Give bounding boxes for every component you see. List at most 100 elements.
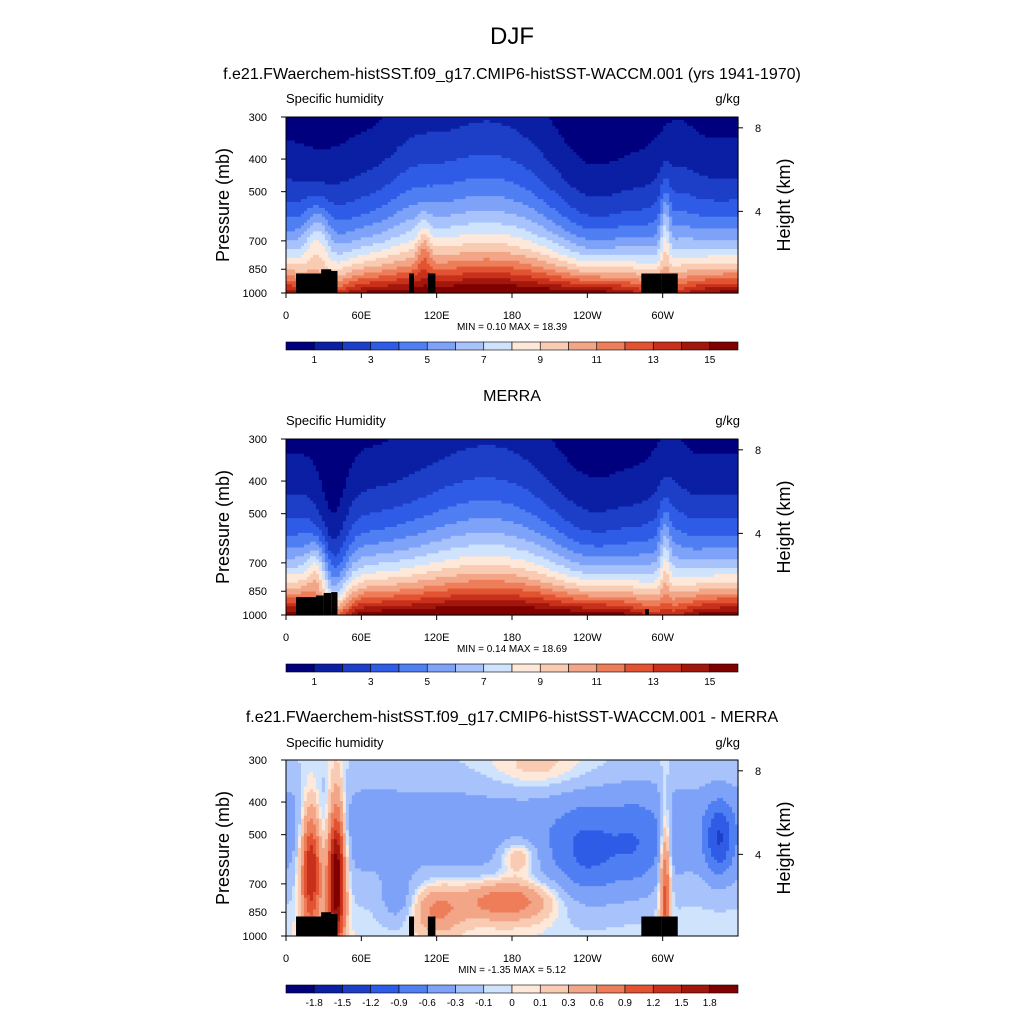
field-cell xyxy=(315,562,323,566)
field-cell xyxy=(318,553,326,557)
field-cell xyxy=(567,459,646,464)
field-cell xyxy=(684,119,739,124)
field-cell xyxy=(300,877,305,881)
field-cell xyxy=(303,912,311,917)
field-cell xyxy=(666,906,670,911)
field-cell xyxy=(327,219,383,224)
field-cell xyxy=(564,137,655,142)
field-cell xyxy=(483,894,527,899)
field-cell xyxy=(657,216,661,221)
field-cell xyxy=(351,909,371,914)
field-cell xyxy=(324,524,344,528)
field-cell xyxy=(327,909,332,914)
topography-block xyxy=(427,916,436,936)
field-cell xyxy=(414,237,422,241)
field-cell xyxy=(669,839,673,843)
colorbar-swatch xyxy=(511,341,541,351)
field-cell xyxy=(660,550,664,554)
field-cell xyxy=(303,862,308,867)
field-cell xyxy=(417,234,422,238)
field-cell xyxy=(510,848,527,852)
field-cell xyxy=(324,573,329,578)
colorbar: -1.8 -1.5 -1.2 -0.9 -0.6 -0.3 -0.1 0 0.1 0.3 0.6 0.… xyxy=(285,984,739,1009)
field-cell xyxy=(303,789,311,793)
field-cell xyxy=(363,544,422,549)
field-cell xyxy=(600,862,655,867)
field-cell xyxy=(357,582,398,587)
field-cell xyxy=(354,900,386,905)
field-cell xyxy=(534,553,559,557)
field-cell xyxy=(555,880,574,884)
field-cell xyxy=(286,155,392,159)
field-cell xyxy=(375,207,404,212)
field-cell xyxy=(636,260,658,265)
field-cell xyxy=(294,798,302,802)
field-cell xyxy=(429,184,434,188)
field-cell xyxy=(657,529,661,534)
field-cell xyxy=(657,842,661,846)
field-cell xyxy=(306,249,326,253)
heatmap-field xyxy=(286,117,739,294)
field-cell xyxy=(315,897,320,902)
field-cell xyxy=(552,122,667,127)
field-cell xyxy=(309,894,314,899)
field-cell xyxy=(405,231,419,235)
field-cell xyxy=(489,909,521,914)
field-cell xyxy=(579,190,622,194)
field-cell xyxy=(294,874,299,878)
field-cell xyxy=(435,900,449,905)
field-cell xyxy=(402,906,410,911)
field-cell xyxy=(348,559,359,563)
field-cell xyxy=(286,594,320,598)
field-cell xyxy=(723,272,739,276)
field-cell xyxy=(720,606,739,610)
field-cell xyxy=(306,839,317,843)
field-cell xyxy=(300,254,314,259)
field-cell xyxy=(348,178,395,183)
field-cell xyxy=(657,576,664,581)
field-cell xyxy=(504,544,542,549)
field-cell xyxy=(286,930,293,934)
field-cell xyxy=(675,918,739,922)
field-cell xyxy=(624,612,643,616)
field-cell xyxy=(486,774,512,779)
field-cell xyxy=(567,181,652,186)
field-cell xyxy=(576,263,661,268)
field-cell xyxy=(417,272,431,276)
field-cell xyxy=(345,202,389,206)
field-cell xyxy=(315,853,320,858)
field-cell xyxy=(672,842,703,846)
field-cell xyxy=(318,559,323,563)
field-cell xyxy=(423,924,455,928)
colorbar-swatch xyxy=(681,663,711,673)
field-cell xyxy=(723,798,739,802)
field-cell xyxy=(534,529,559,534)
field-cell xyxy=(552,853,574,858)
field-cell xyxy=(333,880,341,884)
field-cell xyxy=(417,894,428,899)
field-cell xyxy=(411,287,551,291)
field-cell xyxy=(432,213,452,218)
field-cell xyxy=(558,512,658,516)
field-cell xyxy=(286,161,383,165)
field-cell xyxy=(345,915,350,919)
field-cell xyxy=(315,809,320,814)
field-cell xyxy=(444,559,527,563)
field-cell xyxy=(657,833,661,837)
field-cell xyxy=(306,228,326,232)
field-cell xyxy=(672,163,739,168)
field-cell xyxy=(286,163,380,168)
field-cell xyxy=(306,859,317,864)
field-cell xyxy=(384,158,458,162)
field-cell xyxy=(531,856,539,861)
field-cell xyxy=(561,196,658,200)
field-cell xyxy=(330,894,335,899)
field-cell xyxy=(286,768,302,773)
field-cell xyxy=(303,806,308,811)
field-cell xyxy=(312,897,317,902)
field-cell xyxy=(654,518,661,522)
field-cell xyxy=(663,178,670,183)
field-cell xyxy=(324,786,329,790)
field-cell xyxy=(342,792,347,796)
field-cell xyxy=(660,202,664,206)
